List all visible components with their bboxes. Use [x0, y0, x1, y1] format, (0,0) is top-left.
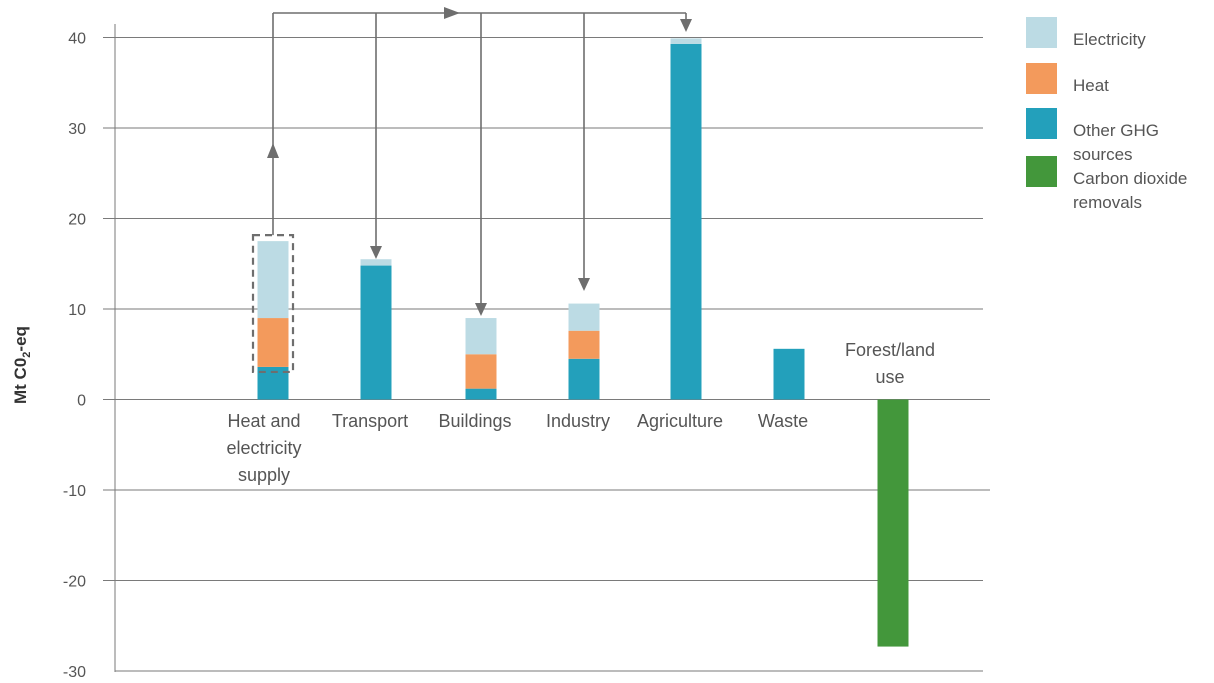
- arrow-head-down: [578, 278, 590, 291]
- bar-segment: [568, 303, 600, 331]
- arrow-head-down: [370, 246, 382, 259]
- y-tick-label: -20: [63, 574, 86, 591]
- y-tick-label: -10: [63, 483, 86, 500]
- bar-segment: [670, 43, 702, 400]
- legend-label: Carbon dioxide removals: [1073, 169, 1187, 212]
- y-axis-label-suffix: -eq: [11, 326, 30, 352]
- gridlines: [103, 24, 990, 672]
- legend-label-line: removals: [1073, 193, 1142, 212]
- legend-label: Heat: [1073, 76, 1109, 95]
- legend-label-line: Heat: [1073, 76, 1109, 95]
- category-label: Buildings: [438, 411, 511, 431]
- legend-swatch: [1026, 63, 1057, 94]
- y-axis-label-subscript: 2: [21, 352, 33, 358]
- arrow-head-up: [267, 143, 279, 158]
- legend-label: Electricity: [1073, 30, 1146, 49]
- category-label-line: use: [875, 367, 904, 387]
- bar-segment: [360, 259, 392, 266]
- category-label-line: Buildings: [438, 411, 511, 431]
- reallocation-arrows: [267, 7, 692, 316]
- y-tick-label: 20: [68, 212, 86, 229]
- category-label-line: Transport: [332, 411, 408, 431]
- y-tick-label: 0: [77, 393, 86, 410]
- bar-segment: [257, 318, 289, 367]
- category-label-line: electricity: [226, 438, 301, 458]
- arrow-head-down: [475, 303, 487, 316]
- reallocated-emissions-outline: [251, 234, 295, 374]
- category-label-line: supply: [238, 465, 290, 485]
- category-label: Heat and electricity supply: [226, 411, 301, 485]
- category-label-line: Industry: [546, 411, 610, 431]
- legend-label-line: Electricity: [1073, 30, 1146, 49]
- category-label: Transport: [332, 411, 408, 431]
- bar-segment: [773, 348, 805, 400]
- bar-segment: [257, 241, 289, 319]
- bar-segment: [670, 38, 702, 44]
- y-tick-labels: 40 30 20 10 0 -10 -20 -30: [63, 31, 86, 682]
- arrow-head-down: [680, 19, 692, 32]
- legend-label-line: Other GHG: [1073, 121, 1159, 140]
- bar-segment: [465, 388, 497, 400]
- legend-swatch: [1026, 17, 1057, 48]
- bar-segment: [568, 330, 600, 359]
- legend-swatch: [1026, 156, 1057, 187]
- bar-segment: [568, 358, 600, 400]
- category-label: Forest/land use: [845, 340, 935, 387]
- category-label-line: Waste: [758, 411, 808, 431]
- legend-label: Other GHG sources: [1073, 121, 1159, 164]
- category-label: Industry: [546, 411, 610, 431]
- y-tick-label: -30: [63, 664, 86, 681]
- y-tick-label: 10: [68, 302, 86, 319]
- legend-label-line: Carbon dioxide: [1073, 169, 1187, 188]
- bar-segment: [465, 318, 497, 355]
- bar-segment: [877, 399, 909, 647]
- legend: Electricity Heat Other GHG sources Carbon di…: [1026, 17, 1187, 212]
- arrow-head-right: [444, 7, 460, 19]
- category-label-line: Agriculture: [637, 411, 723, 431]
- y-axis-label-main: Mt C0: [11, 358, 30, 404]
- bar-segment: [360, 265, 392, 400]
- legend-swatch: [1026, 108, 1057, 139]
- bar-segment: [465, 354, 497, 389]
- legend-label-line: sources: [1073, 145, 1133, 164]
- category-label-line: Heat and: [227, 411, 300, 431]
- y-axis-label: Mt C02-eq: [11, 326, 33, 404]
- y-tick-label: 30: [68, 121, 86, 138]
- category-label: Agriculture: [637, 411, 723, 431]
- category-label: Waste: [758, 411, 808, 431]
- category-labels: Heat and electricity supply Transport Buildi…: [226, 340, 935, 485]
- bars: [251, 38, 909, 647]
- category-label-line: Forest/land: [845, 340, 935, 360]
- y-tick-label: 40: [68, 31, 86, 48]
